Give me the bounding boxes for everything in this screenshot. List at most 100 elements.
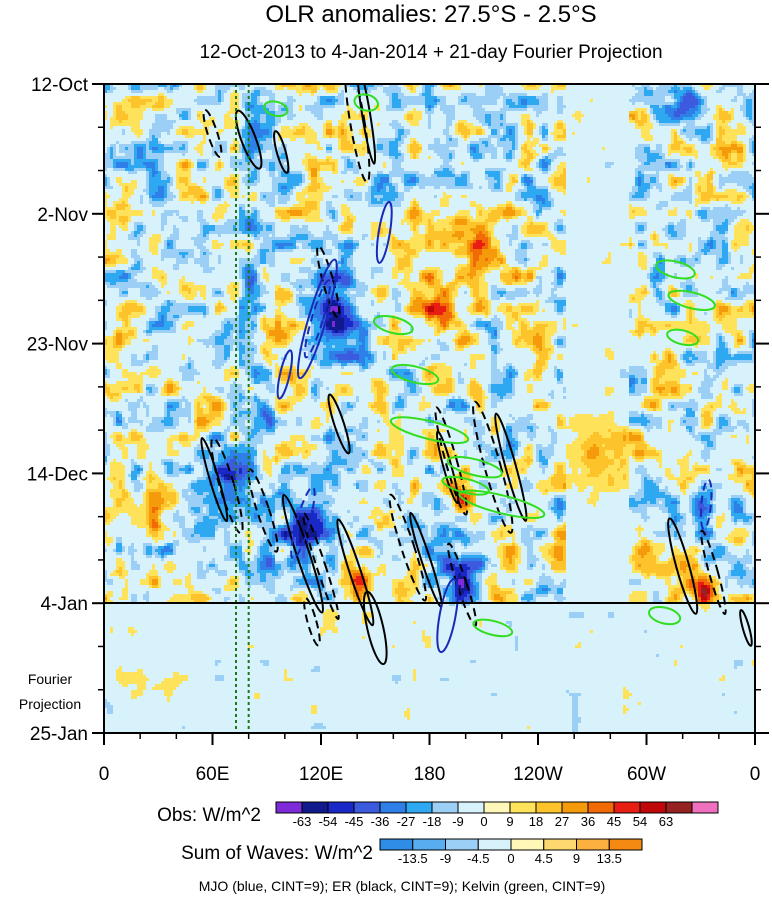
field-cell (512, 375, 515, 378)
field-cell (458, 126, 467, 129)
field-cell (239, 333, 245, 336)
field-cell (524, 159, 530, 162)
field-cell (743, 303, 749, 306)
field-cell (449, 399, 464, 402)
field-cell (260, 117, 266, 120)
field-cell (632, 297, 635, 300)
field-cell (215, 195, 221, 198)
field-cell (350, 273, 353, 276)
field-cell (104, 159, 113, 162)
field-cell (665, 372, 686, 375)
field-cell (731, 309, 737, 312)
field-cell (413, 198, 416, 201)
field-cell (695, 90, 698, 93)
field-cell (488, 309, 491, 312)
field-cell (554, 279, 557, 282)
field-cell (740, 333, 743, 336)
field-cell (413, 201, 416, 204)
field-cell (425, 84, 434, 87)
field-cell (686, 150, 692, 153)
field-cell (206, 195, 209, 198)
field-cell (242, 162, 269, 165)
field-cell (287, 177, 302, 180)
field-cell (422, 273, 428, 276)
field-cell (275, 123, 278, 126)
field-cell (257, 171, 260, 174)
field-cell (119, 144, 134, 147)
field-cell (305, 156, 317, 159)
field-cell (254, 156, 257, 159)
field-cell (539, 375, 542, 378)
field-cell (344, 312, 350, 315)
field-cell (443, 243, 446, 246)
field-cell (371, 384, 374, 387)
field-cell (260, 231, 275, 234)
field-cell (689, 246, 692, 249)
field-cell (749, 345, 752, 348)
field-cell (686, 93, 692, 96)
field-cell (329, 327, 344, 330)
field-cell (722, 150, 731, 153)
field-cell (230, 246, 248, 249)
field-cell (260, 246, 272, 249)
field-cell (638, 111, 641, 114)
field-cell (557, 165, 566, 168)
field-cell (341, 138, 347, 141)
field-cell (392, 348, 398, 351)
field-cell (110, 156, 113, 159)
field-cell (116, 177, 122, 180)
field-cell (656, 294, 662, 297)
field-cell (374, 399, 377, 402)
field-cell (524, 198, 527, 201)
field-cell (278, 306, 281, 309)
field-cell (653, 276, 659, 279)
field-cell (302, 285, 314, 288)
field-cell (683, 177, 686, 180)
field-cell (728, 174, 752, 177)
field-cell (542, 366, 548, 369)
field-cell (719, 312, 722, 315)
field-cell (722, 339, 725, 342)
field-cell (731, 159, 737, 162)
field-cell (305, 336, 311, 339)
field-cell (380, 228, 383, 231)
field-cell (461, 321, 464, 324)
field-cell (536, 360, 545, 363)
field-cell (251, 381, 254, 384)
field-cell (734, 225, 746, 228)
field-cell (434, 390, 452, 393)
field-cell (377, 174, 389, 177)
field-cell (425, 282, 428, 285)
field-cell (155, 120, 176, 123)
field-cell (473, 114, 485, 117)
field-cell (296, 321, 305, 324)
field-cell (371, 351, 377, 354)
field-cell (698, 108, 701, 111)
field-cell (179, 282, 194, 285)
field-cell (215, 168, 221, 171)
field-cell (125, 111, 143, 114)
field-cell (518, 303, 539, 306)
field-cell (173, 267, 179, 270)
field-cell (461, 324, 467, 327)
field-cell (674, 357, 677, 360)
field-cell (728, 291, 731, 294)
field-cell (437, 384, 452, 387)
field-cell (455, 126, 458, 129)
field-cell (146, 102, 155, 105)
field-cell (542, 138, 548, 141)
field-cell (143, 330, 146, 333)
field-cell (563, 273, 566, 276)
field-cell (629, 243, 632, 246)
field-cell (182, 357, 185, 360)
field-cell (239, 354, 242, 357)
field-cell (440, 288, 449, 291)
field-cell (254, 378, 269, 381)
field-cell (332, 345, 335, 348)
field-cell (485, 297, 488, 300)
field-cell (497, 132, 500, 135)
field-cell (500, 171, 503, 174)
field-cell (131, 87, 140, 90)
field-cell (308, 183, 311, 186)
field-cell (695, 258, 698, 261)
